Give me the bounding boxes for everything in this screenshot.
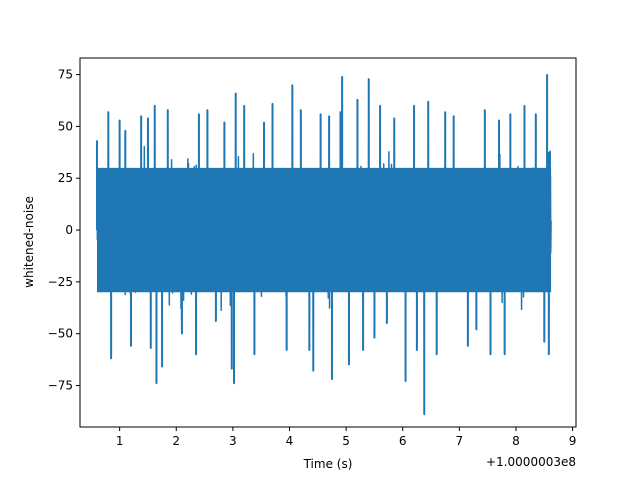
x-tick-label: 9 xyxy=(569,434,577,448)
x-tick-label: 7 xyxy=(456,434,464,448)
axes-frame xyxy=(79,57,577,428)
y-tick-label: 50 xyxy=(58,119,73,133)
y-axis: −75 −50 −25 0 25 50 75 xyxy=(48,68,80,393)
x-tick-label: 6 xyxy=(399,434,407,448)
noise-core-band xyxy=(96,167,552,293)
x-axis-label: Time (s) xyxy=(303,457,353,471)
y-axis-label: whitened-noise xyxy=(22,196,36,288)
x-axis: 1 2 3 4 5 6 7 8 9 xyxy=(116,427,577,448)
x-tick-label: 5 xyxy=(342,434,350,448)
plot-area xyxy=(95,73,552,416)
y-tick-label: 75 xyxy=(58,68,73,82)
x-offset-label: +1.0000003e8 xyxy=(486,455,576,469)
x-tick-label: 1 xyxy=(116,434,124,448)
x-tick-label: 2 xyxy=(172,434,180,448)
y-tick-label: 25 xyxy=(58,171,73,185)
x-tick-label: 8 xyxy=(512,434,520,448)
y-tick-label: −25 xyxy=(48,275,73,289)
y-tick-label: 0 xyxy=(65,223,73,237)
y-tick-label: −50 xyxy=(48,327,73,341)
x-tick-label: 4 xyxy=(286,434,294,448)
y-tick-label: −75 xyxy=(48,379,73,393)
x-tick-label: 3 xyxy=(229,434,237,448)
